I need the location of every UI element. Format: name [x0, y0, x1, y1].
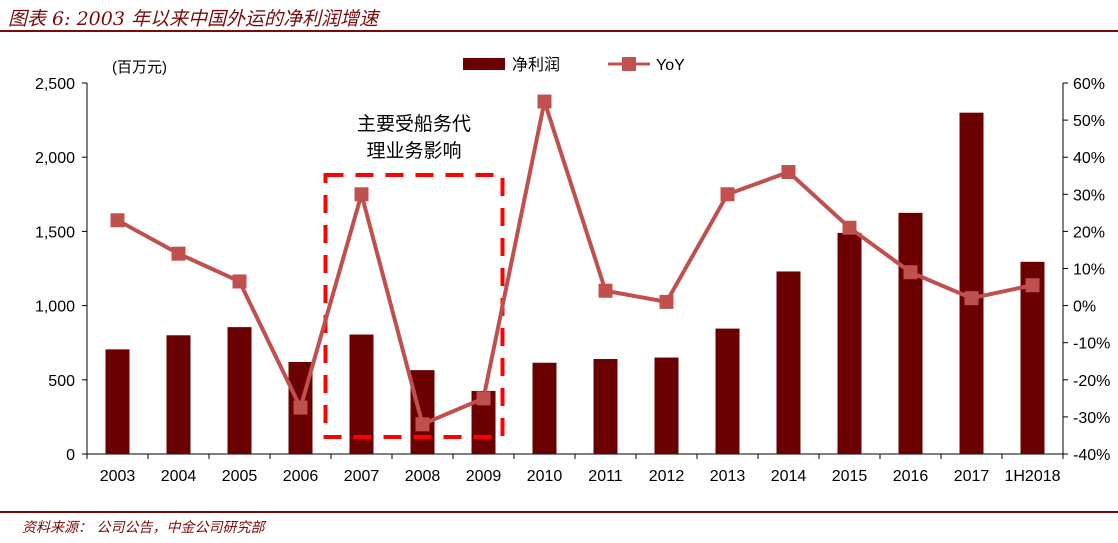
bar [654, 357, 679, 454]
bar [105, 349, 130, 454]
x-tick-label: 2008 [405, 468, 441, 485]
right-tick-label: -40% [1073, 447, 1110, 464]
legend-bar-label: 净利润 [512, 56, 560, 74]
yoy-marker [110, 213, 125, 228]
x-tick-label: 2003 [100, 468, 136, 485]
right-tick-label: 30% [1073, 187, 1105, 204]
yoy-marker [720, 187, 735, 202]
yoy-marker [232, 274, 247, 289]
yoy-marker [659, 294, 674, 309]
yoy-marker [415, 417, 430, 432]
title-rule [0, 30, 1118, 32]
legend-line-marker [622, 57, 636, 71]
bar [166, 335, 191, 454]
yoy-marker [293, 400, 308, 415]
bar [532, 362, 557, 454]
bar [227, 327, 252, 454]
x-tick-label: 2017 [954, 468, 990, 485]
yoy-marker [964, 291, 979, 306]
right-tick-label: 10% [1073, 262, 1105, 279]
left-tick-label: 500 [48, 373, 75, 390]
x-tick-label: 2016 [893, 468, 929, 485]
right-tick-label: 20% [1073, 224, 1105, 241]
bar [776, 271, 801, 454]
x-tick-label: 2010 [527, 468, 563, 485]
annotation-text: 理业务影响 [366, 140, 461, 162]
bar [837, 232, 862, 454]
bar [593, 359, 618, 454]
left-tick-label: 2,000 [35, 150, 75, 167]
bar [349, 334, 374, 454]
x-tick-label: 2012 [649, 468, 685, 485]
yoy-marker [476, 391, 491, 406]
right-tick-label: 0% [1073, 299, 1096, 316]
x-tick-label: 2015 [832, 468, 868, 485]
right-tick-label: 60% [1073, 76, 1105, 93]
yoy-marker [354, 187, 369, 202]
bar [410, 370, 435, 454]
legend-bar-swatch [463, 58, 505, 70]
yoy-marker [598, 283, 613, 298]
legend-line-label: YoY [656, 57, 685, 74]
bar [898, 212, 923, 454]
yoy-marker [903, 265, 918, 280]
bar [715, 328, 740, 454]
x-tick-label: 2013 [710, 468, 746, 485]
right-tick-label: 40% [1073, 150, 1105, 167]
left-tick-label: 1,500 [35, 224, 75, 241]
right-tick-label: -30% [1073, 410, 1110, 427]
x-tick-label: 2005 [222, 468, 258, 485]
left-tick-label: 1,000 [35, 299, 75, 316]
yoy-marker [1025, 278, 1040, 293]
right-tick-label: -10% [1073, 336, 1110, 353]
figure-title: 图表 6: 2003 年以来中国外运的净利润增速 [8, 8, 378, 30]
bar [959, 112, 984, 455]
bar [1020, 261, 1045, 454]
right-tick-label: 50% [1073, 113, 1105, 130]
x-tick-label: 2009 [466, 468, 502, 485]
x-tick-label: 2011 [588, 468, 623, 485]
x-tick-label: 1H2018 [1004, 468, 1060, 485]
yoy-marker [537, 94, 552, 109]
yoy-marker [171, 246, 186, 261]
right-tick-label: -20% [1073, 373, 1110, 390]
annotation-text: 主要受船务代 [357, 113, 471, 135]
x-tick-label: 2007 [344, 468, 380, 485]
left-tick-label: 2,500 [35, 76, 75, 93]
yoy-marker [842, 220, 857, 235]
yoy-marker [781, 165, 796, 180]
source-note: 资料来源： 公司公告，中金公司研究部 [22, 520, 265, 536]
x-tick-label: 2014 [771, 468, 807, 485]
x-tick-label: 2006 [283, 468, 319, 485]
chart: 0 500 1,000 1,500 2,000 2,500 -40% -30% -20% -10%… [35, 56, 1110, 485]
x-tick-label: 2004 [161, 468, 197, 485]
yoy-line [116, 99, 1033, 427]
footer-rule [0, 511, 1118, 513]
left-tick-label: 0 [66, 447, 75, 464]
unit-label: (百万元) [112, 59, 167, 76]
